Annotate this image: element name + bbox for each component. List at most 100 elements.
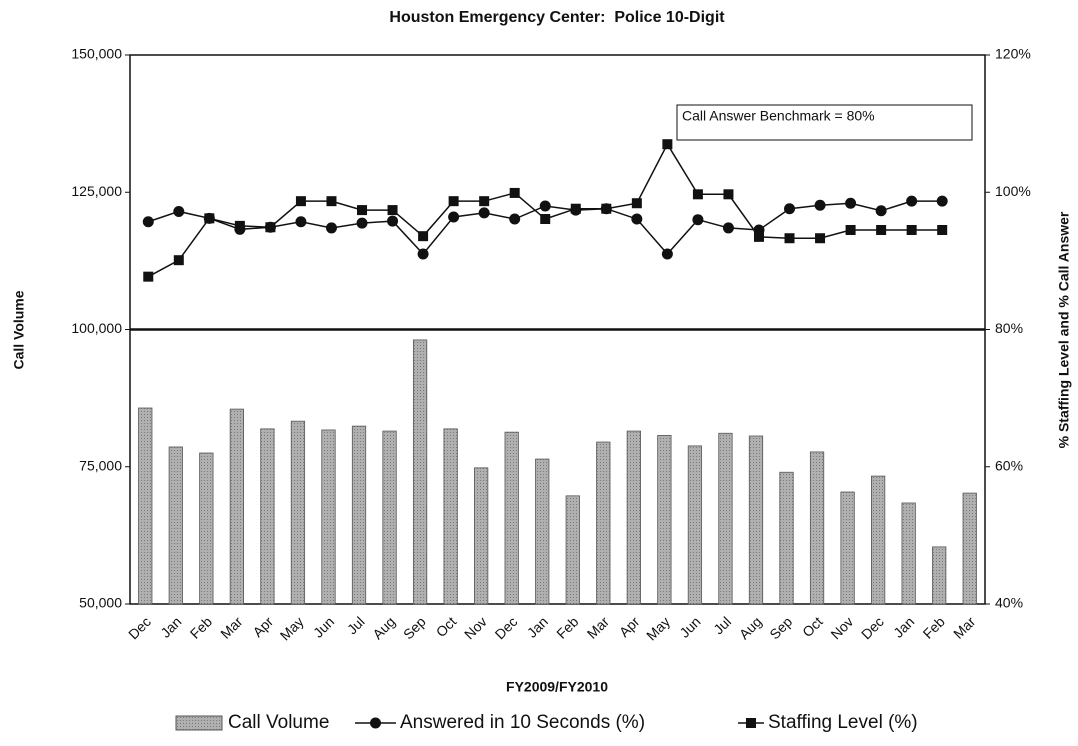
- marker: [387, 205, 398, 216]
- annotation: Call Answer Benchmark = 80%: [682, 108, 875, 124]
- x-tick-label: Aug: [369, 613, 398, 642]
- bar: [443, 428, 458, 605]
- marker: [295, 216, 307, 228]
- y-tick-label: 150,000: [71, 46, 122, 62]
- bar: [382, 430, 397, 605]
- marker: [448, 211, 460, 223]
- y2-tick-label: 60%: [995, 457, 1023, 473]
- marker: [173, 255, 184, 266]
- y-tick-label: 100,000: [71, 320, 122, 336]
- marker: [143, 271, 154, 282]
- marker: [417, 248, 429, 260]
- chart-title: Houston Emergency Center: Police 10-Digi…: [389, 9, 725, 26]
- bar: [871, 475, 886, 605]
- y-tick-label: 125,000: [71, 183, 122, 199]
- bar: [779, 471, 794, 605]
- bar: [565, 495, 580, 605]
- bar: [229, 408, 244, 605]
- marker: [509, 187, 520, 198]
- x-tick-label: Feb: [187, 613, 216, 642]
- marker: [418, 231, 429, 242]
- legend-label: Staffing Level (%): [768, 712, 918, 733]
- bar: [535, 458, 550, 605]
- marker: [539, 200, 551, 212]
- marker: [692, 214, 704, 226]
- bar: [962, 492, 977, 605]
- marker: [570, 203, 581, 214]
- x-tick-label: Mar: [950, 613, 979, 642]
- marker: [784, 203, 796, 215]
- bar: [474, 467, 489, 605]
- bar: [748, 435, 764, 605]
- y2-tick-label: 40%: [995, 595, 1023, 611]
- marker: [631, 198, 642, 209]
- bar: [718, 432, 733, 605]
- bar: [321, 429, 336, 605]
- bar: [351, 425, 367, 605]
- x-tick-label: Mar: [217, 613, 246, 642]
- x-tick-label: Nov: [827, 613, 856, 642]
- marker: [661, 248, 673, 260]
- x-tick-label: Jan: [157, 613, 184, 640]
- marker: [326, 196, 337, 207]
- x-tick-label: May: [643, 613, 673, 643]
- x-tick-label: Dec: [858, 613, 887, 642]
- marker: [936, 195, 948, 207]
- marker: [295, 196, 306, 207]
- bar: [657, 435, 672, 605]
- x-tick-label: Feb: [553, 613, 582, 642]
- bar: [260, 428, 275, 605]
- bar: [840, 491, 855, 605]
- x-tick-label: Mar: [584, 613, 613, 642]
- marker: [204, 213, 215, 224]
- y-tick-label: 75,000: [79, 457, 122, 473]
- x-tick-label: Apr: [616, 613, 643, 640]
- bar: [687, 445, 703, 605]
- x-tick-label: Jan: [524, 613, 551, 640]
- x-tick-label: Jul: [710, 613, 734, 637]
- marker: [845, 224, 856, 235]
- legend-marker: [746, 718, 756, 728]
- bar: [290, 420, 306, 605]
- bar: [901, 502, 916, 605]
- marker: [723, 189, 734, 200]
- bar: [504, 431, 519, 605]
- marker: [784, 233, 795, 244]
- x-tick-label: Dec: [492, 613, 521, 642]
- marker: [509, 213, 521, 225]
- marker: [448, 196, 459, 207]
- x-tick-label: Jun: [676, 613, 703, 640]
- y-axis-title: Call Volume: [11, 290, 27, 369]
- y-tick-label: 50,000: [79, 595, 122, 611]
- marker: [631, 213, 643, 225]
- bar: [199, 452, 214, 605]
- legend-swatch: [175, 715, 223, 731]
- marker: [937, 224, 948, 235]
- bar: [412, 339, 428, 605]
- bar: [138, 407, 153, 605]
- x-tick-label: Apr: [249, 613, 276, 640]
- marker: [722, 222, 734, 234]
- marker: [814, 199, 826, 211]
- marker: [234, 220, 245, 231]
- x-tick-label: Sep: [400, 613, 429, 642]
- marker: [356, 217, 368, 229]
- marker: [478, 207, 490, 219]
- marker: [845, 197, 857, 209]
- marker: [357, 205, 368, 216]
- x-tick-label: Jun: [310, 613, 337, 640]
- x-tick-label: May: [277, 613, 307, 643]
- marker: [876, 224, 887, 235]
- bar: [596, 441, 611, 605]
- x-axis-title: FY2009/FY2010: [506, 679, 608, 695]
- marker: [265, 222, 276, 233]
- bar: [626, 430, 641, 605]
- marker: [173, 205, 185, 217]
- x-tick-label: Aug: [736, 613, 765, 642]
- marker: [142, 216, 154, 228]
- marker: [875, 205, 887, 217]
- y2-axis-title: % Staffing Level and % Call Answer: [1056, 211, 1072, 448]
- marker: [540, 214, 551, 225]
- marker: [906, 195, 918, 207]
